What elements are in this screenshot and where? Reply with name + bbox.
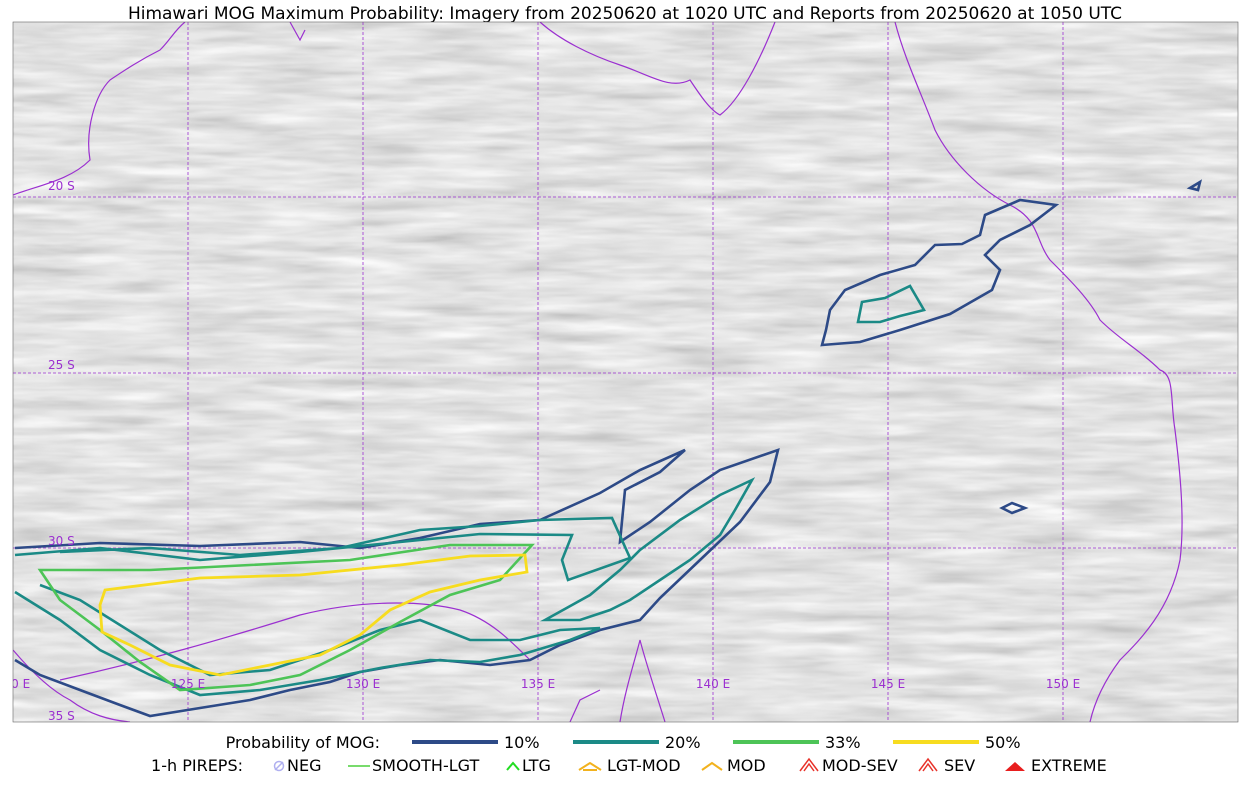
longitude-label: 150 E xyxy=(1046,677,1080,691)
contour-20 xyxy=(856,284,926,324)
contour-10 xyxy=(820,198,1060,347)
sev-symbol xyxy=(918,757,938,772)
longitude-label: 140 E xyxy=(696,677,730,691)
map-title: Himawari MOG Maximum Probability: Imager… xyxy=(128,4,1122,24)
map-frame xyxy=(12,21,1239,723)
latitude-label: 20 S xyxy=(48,179,75,193)
contour-33 xyxy=(37,543,535,692)
longitude-label: 135 E xyxy=(521,677,555,691)
ltg-symbol xyxy=(506,761,520,771)
legend-label: Probability of MOG: xyxy=(226,733,380,752)
neg-symbol xyxy=(274,761,284,771)
mod-sev-symbol xyxy=(799,757,819,772)
legend-entry: LTG xyxy=(522,756,551,775)
contour-10 xyxy=(999,501,1029,515)
latitude-label: 25 S xyxy=(48,358,75,372)
probability-contours xyxy=(14,179,1203,718)
legend-entry: NEG xyxy=(287,756,321,775)
longitude-label: 125 E xyxy=(171,677,205,691)
latitude-labels: 20 S 25 S 30 S 35 S xyxy=(48,179,75,723)
legend-entry: SEV xyxy=(944,756,975,775)
pireps-legend: 1-h PIREPS: NEG SMOOTH-LGT LTG LGT-MOD M… xyxy=(151,756,1107,775)
extreme-symbol xyxy=(1005,762,1025,771)
contour-10 xyxy=(1186,179,1203,192)
legend-entry: SMOOTH-LGT xyxy=(372,756,479,775)
legend-entry: 20% xyxy=(665,733,701,752)
legend-entry: MOD xyxy=(727,756,766,775)
contour-50 xyxy=(98,553,529,677)
contour-10 xyxy=(14,447,780,718)
lgt-mod-symbol xyxy=(578,761,602,771)
probability-legend: Probability of MOG: 10% 20% 33% 50% xyxy=(226,733,1021,752)
longitude-labels: 120 E 125 E 130 E 135 E 140 E 145 E 150 … xyxy=(0,677,1080,691)
legend-entry: 50% xyxy=(985,733,1021,752)
latitude-label: 30 S xyxy=(48,534,75,548)
legend-label: 1-h PIREPS: xyxy=(151,756,243,775)
contour-20 xyxy=(14,516,632,697)
legend-entry: 33% xyxy=(825,733,861,752)
map-area: 20 S 25 S 30 S 35 S 120 E 125 E 130 E 13… xyxy=(0,22,1238,723)
longitude-label: 120 E xyxy=(0,677,30,691)
legend-entry: 10% xyxy=(504,733,540,752)
mod-symbol xyxy=(701,761,723,771)
longitude-label: 130 E xyxy=(346,677,380,691)
contour-20 xyxy=(539,477,756,622)
legend-entry: LGT-MOD xyxy=(607,756,681,775)
legend-entry: EXTREME xyxy=(1031,756,1107,775)
satellite-texture xyxy=(13,22,1238,722)
legend-entry: MOD-SEV xyxy=(822,756,898,775)
longitude-label: 145 E xyxy=(871,677,905,691)
latitude-label: 35 S xyxy=(48,709,75,723)
neg-symbol xyxy=(273,760,285,772)
